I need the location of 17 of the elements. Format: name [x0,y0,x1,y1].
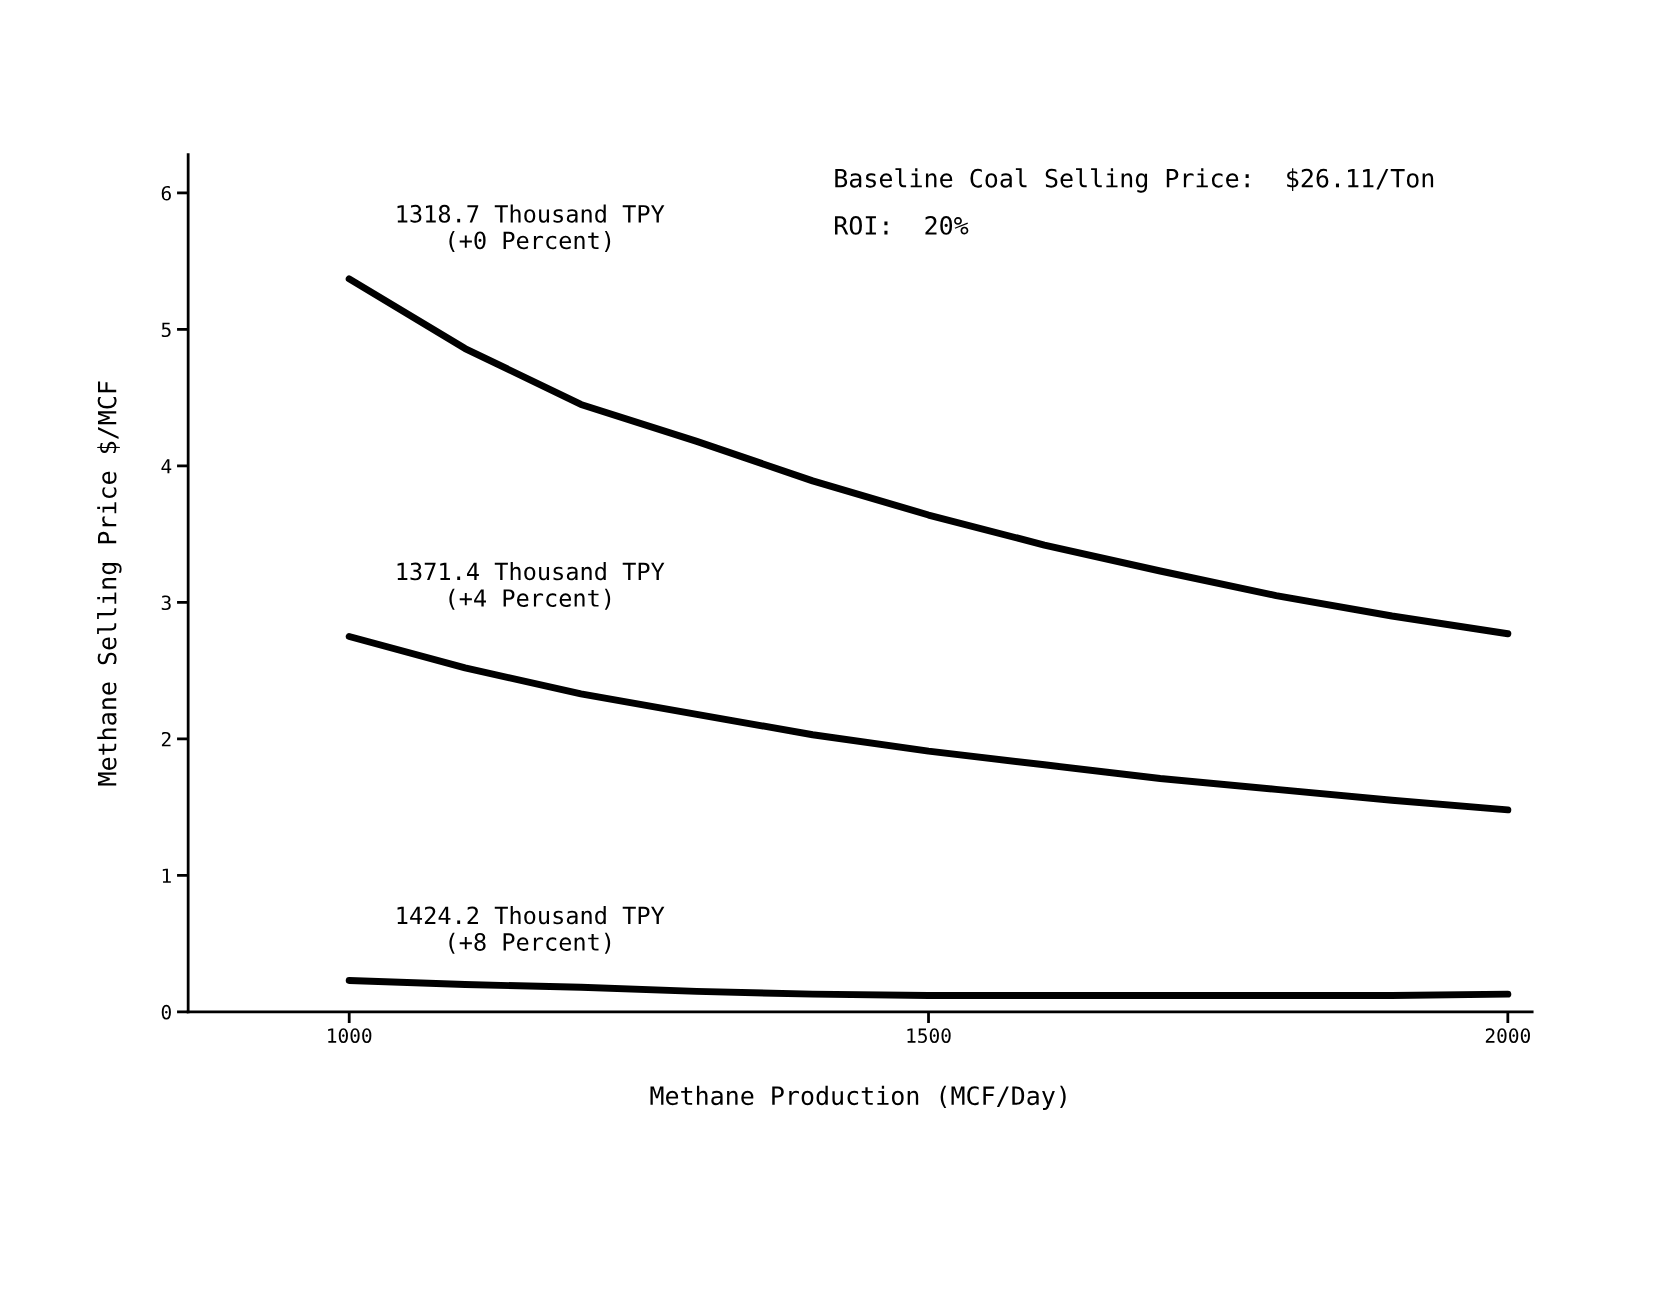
y-tick-label: 4 [161,459,172,474]
x-tick-label: 2000 [1485,1028,1530,1043]
text: 1318.7 Thousand TPY (+0 Percent) [397,204,665,253]
x-tick-label: 1500 [907,1028,951,1043]
y-tick-label: 2 [161,731,171,747]
y-axis-title: Methane Selling Price $/MCF [97,381,122,786]
x-tick-label: 1000 [328,1028,372,1043]
x-axis-title: Methane Production (MCF/Day) [650,1085,1066,1110]
y-tick-label: 6 [161,185,171,201]
annotation: Baseline Coal Selling Price: $26.11/Ton [835,168,1434,193]
y-tick-label: 1 [162,868,171,883]
y-tick-label: 0 [161,1004,171,1020]
y-tick-label: 3 [161,595,171,611]
y-tick-label: 5 [161,322,171,338]
series-label: 1424.2 Thousand TPY (+8 Percent) [397,906,665,954]
annotation: ROI: 20% [835,215,969,235]
series-label: 1371.4 Thousand TPY (+4 Percent) [397,562,665,610]
